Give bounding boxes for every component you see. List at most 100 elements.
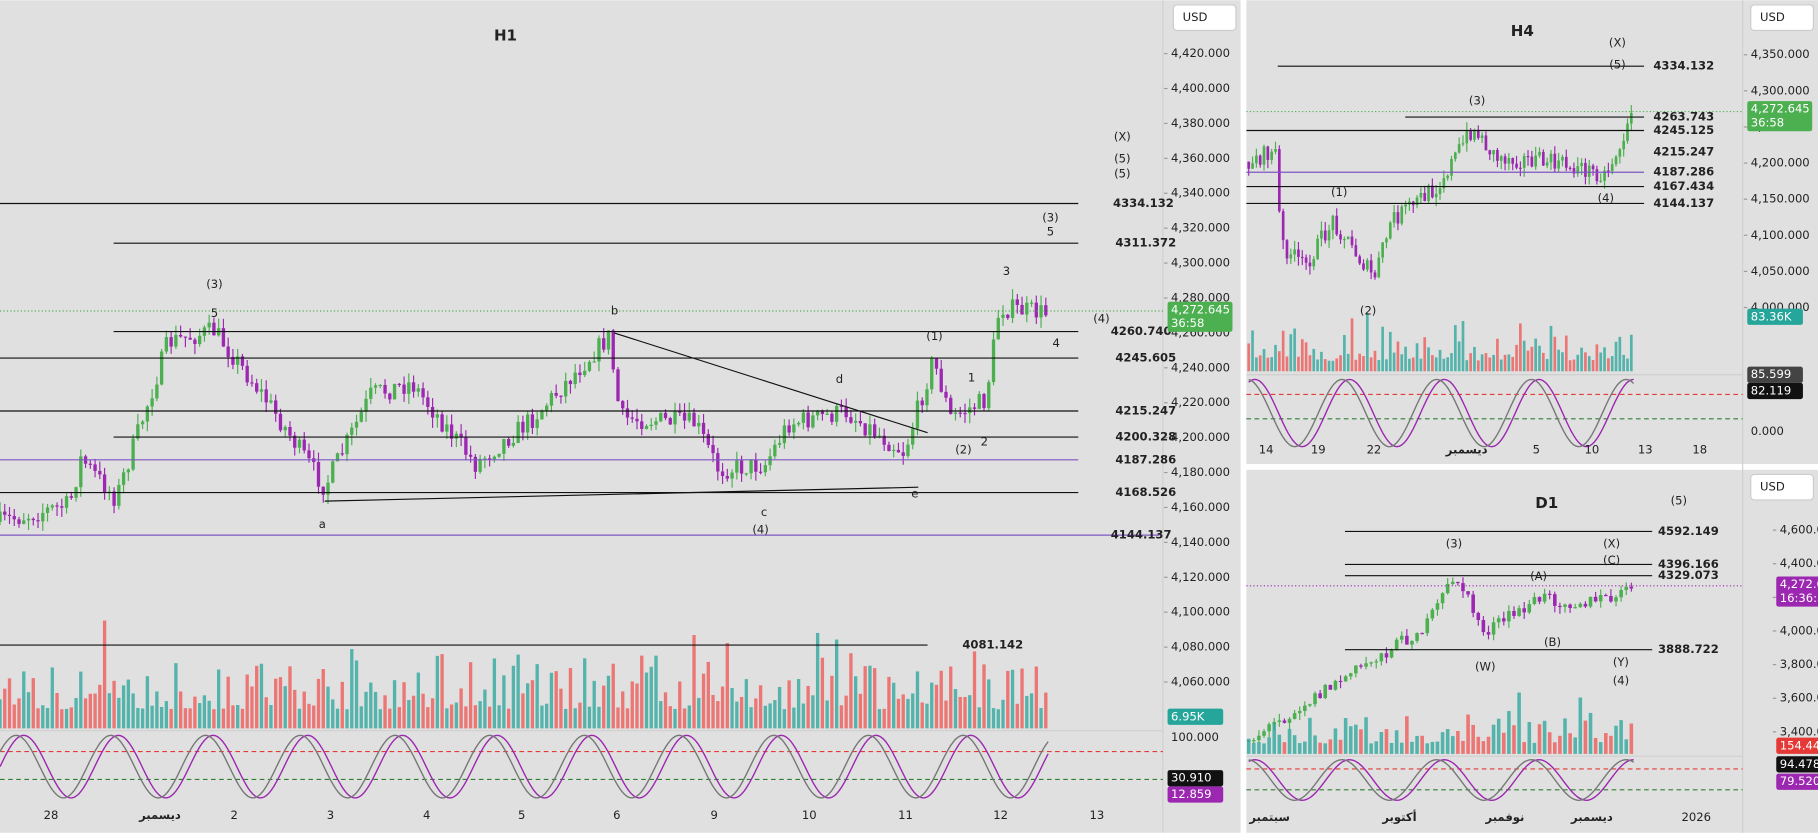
currency-box[interactable] [1750, 4, 1814, 31]
volume-bar [1471, 724, 1475, 754]
candle-body [506, 439, 511, 446]
candle-body [1629, 586, 1634, 589]
volume-bar [1530, 346, 1534, 372]
candle-body [863, 423, 867, 436]
price-tick-label: 4,380.000 [1171, 116, 1230, 130]
volume-bar [673, 708, 677, 729]
volume-bar [1272, 723, 1277, 754]
volume-bar [1492, 354, 1495, 372]
volume-bar [1499, 359, 1503, 372]
volume-bar [1434, 357, 1438, 372]
time-label: 13 [1638, 443, 1653, 457]
time-label: 10 [802, 808, 817, 822]
volume-bar [716, 701, 720, 729]
volume-bar [1603, 347, 1606, 372]
candle-body [1415, 197, 1419, 206]
time-label: 10 [1585, 443, 1600, 457]
badge-osc-d-text: 79.520 [1780, 774, 1818, 788]
candle-body [1568, 167, 1572, 169]
candle-body [131, 438, 135, 470]
volume-bar [1519, 323, 1522, 372]
candle-body [573, 372, 577, 385]
candle-body [255, 383, 259, 392]
candle-body [1435, 603, 1440, 610]
candle-body [768, 456, 772, 466]
candle-body [725, 476, 729, 479]
candle-body [492, 456, 497, 460]
currency-box[interactable] [1750, 473, 1814, 501]
volume-bar [1583, 720, 1588, 754]
level-label: 4311.372 [1115, 236, 1176, 250]
candle-body [454, 433, 459, 439]
osc-line [0, 734, 1049, 799]
volume-bar [293, 689, 297, 729]
candle-body [1603, 170, 1606, 181]
candle-body [583, 370, 587, 376]
volume-bar [468, 662, 473, 729]
candle-body [925, 389, 929, 406]
volume-bar [221, 708, 226, 729]
volume-bar [773, 700, 777, 729]
candle-body [606, 330, 611, 350]
volume-bar [1405, 716, 1409, 754]
volume-bar [1020, 668, 1024, 729]
candle-body [873, 424, 877, 437]
volume-bar [245, 674, 249, 729]
volume-bar [991, 708, 996, 729]
badge-osc-k [1747, 382, 1803, 400]
wave-label: (C) [1603, 553, 1620, 567]
candle-body [1572, 168, 1576, 174]
volume-bar [777, 686, 782, 729]
currency-box[interactable] [1172, 4, 1237, 31]
osc-line [1248, 378, 1634, 448]
candle-body [1530, 156, 1534, 167]
volume-bar [1622, 354, 1626, 372]
volume-bar [183, 708, 188, 729]
volume-bar [958, 696, 962, 729]
candle-body [1282, 720, 1287, 723]
volume-bar [1415, 735, 1419, 754]
volume-bar [606, 675, 611, 729]
volume-bar [682, 708, 687, 729]
price-badge-value: 4,272.645 [1171, 302, 1230, 316]
volume-bar [1466, 714, 1470, 754]
wave-label: 4 [1053, 336, 1060, 350]
volume-bar [1339, 355, 1342, 372]
candle-body [1255, 155, 1258, 164]
volume-bar [1303, 741, 1307, 754]
candle-body [1405, 635, 1409, 645]
volume-bar [1410, 741, 1414, 754]
candle-body [1507, 610, 1511, 622]
price-badge [1167, 301, 1233, 332]
candle-body [1591, 165, 1595, 170]
volume-bar [1580, 347, 1583, 372]
candle-body [640, 421, 644, 429]
candle-body [858, 420, 863, 424]
volume-bar [649, 666, 653, 729]
level-label: 4329.073 [1658, 568, 1719, 582]
candle-body [1492, 150, 1495, 155]
volume-bar [1545, 358, 1549, 372]
time-label: 5 [518, 808, 525, 822]
candle-body [777, 443, 782, 445]
volume-bar [1619, 720, 1623, 754]
candle-body [112, 491, 116, 506]
candle-body [1308, 704, 1312, 706]
candle-body [426, 397, 430, 407]
candle-body [250, 382, 254, 384]
candle-body [1480, 135, 1484, 138]
candle-body [1522, 608, 1526, 613]
volume-bar [811, 695, 815, 729]
candle-body [240, 356, 245, 366]
volume-bar [26, 692, 31, 729]
level-label: 4167.434 [1653, 179, 1714, 193]
candle-body [1333, 680, 1338, 690]
volume-bar [1598, 742, 1603, 754]
candle-body [369, 387, 373, 399]
candle-body [17, 519, 21, 524]
volume-bar [1507, 354, 1511, 372]
volume-bar [297, 708, 302, 729]
volume-bar [920, 702, 924, 729]
time-label: 22 [1367, 443, 1382, 457]
price-tick-label: 4,320.000 [1171, 221, 1230, 235]
